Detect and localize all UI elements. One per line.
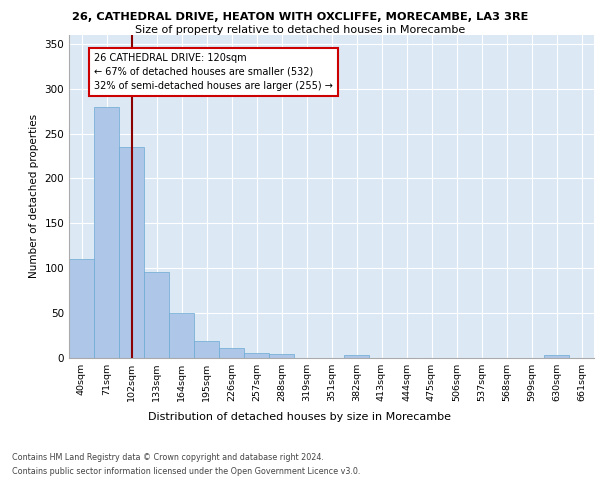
Text: Contains HM Land Registry data © Crown copyright and database right 2024.: Contains HM Land Registry data © Crown c… [12,454,324,462]
Bar [269,354,294,358]
Text: 26 CATHEDRAL DRIVE: 120sqm
← 67% of detached houses are smaller (532)
32% of sem: 26 CATHEDRAL DRIVE: 120sqm ← 67% of deta… [94,53,333,91]
Y-axis label: Number of detached properties: Number of detached properties [29,114,39,278]
Text: Distribution of detached houses by size in Morecambe: Distribution of detached houses by size … [149,412,452,422]
Bar [344,355,369,358]
Bar [144,272,169,358]
Bar [544,355,569,358]
Text: Contains public sector information licensed under the Open Government Licence v3: Contains public sector information licen… [12,467,361,476]
Text: 26, CATHEDRAL DRIVE, HEATON WITH OXCLIFFE, MORECAMBE, LA3 3RE: 26, CATHEDRAL DRIVE, HEATON WITH OXCLIFF… [72,12,528,22]
Bar [169,312,194,358]
Bar [94,106,119,358]
Text: Size of property relative to detached houses in Morecambe: Size of property relative to detached ho… [135,25,465,35]
Bar [219,348,244,358]
Bar [69,259,94,358]
Bar [194,342,219,357]
Bar [119,147,144,358]
Bar [244,353,269,358]
